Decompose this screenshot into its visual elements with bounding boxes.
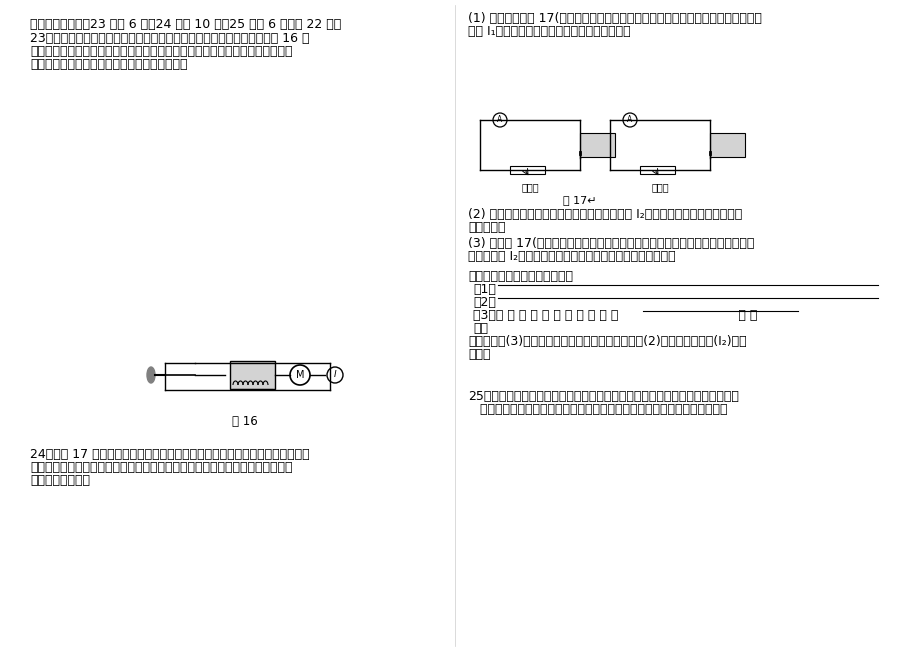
Text: 示，当驾驶员用钥匙接通仪器板上的开关，发动机工作，王宾思考了一会儿，就: 示，当驾驶员用钥匙接通仪器板上的开关，发动机工作，王宾思考了一会儿，就 <box>30 45 292 58</box>
Bar <box>640 166 675 174</box>
Text: 记为 I₁，发现电磁铁吸引住大头针的数目较少；: 记为 I₁，发现电磁铁吸引住大头针的数目较少； <box>468 25 630 38</box>
Text: 形相同的电磁铁磁性的强弱与通电电流的大小及线圈匝数的关系。他做了如下实: 形相同的电磁铁磁性的强弱与通电电流的大小及线圈匝数的关系。他做了如下实 <box>30 461 292 474</box>
Text: 数目增加；: 数目增加； <box>468 221 505 234</box>
Text: A: A <box>497 115 502 124</box>
Text: 相同？: 相同？ <box>468 348 490 361</box>
Text: （甲）: （甲） <box>521 182 539 192</box>
Text: 知道它的工作原理了。你知道它的工作原理吗？: 知道它的工作原理了。你知道它的工作原理吗？ <box>30 58 187 71</box>
Text: (2) 调整滑动变阻器滑片使电流表的示数增大到 I₂，发现电磁铁吸引住大头针的: (2) 调整滑动变阻器滑片使电流表的示数增大到 I₂，发现电磁铁吸引住大头针的 <box>468 208 742 221</box>
Text: （3）实 验 中 采 用 的 研 究 方 法 是                              法 和: （3）实 验 中 采 用 的 研 究 方 法 是 法 和 <box>472 309 756 322</box>
Text: 验，实验步骤为：: 验，实验步骤为： <box>30 474 90 487</box>
Bar <box>509 166 544 174</box>
Text: 生的感应电流的方向可能与磁场的方向有关，也可能与金属棒的运动方向有: 生的感应电流的方向可能与磁场的方向有关，也可能与金属棒的运动方向有 <box>468 403 727 416</box>
Text: （1）: （1） <box>472 283 495 296</box>
Text: A: A <box>627 115 632 124</box>
Text: 23．王宾对汽车启动很感兴趣，于是他，找来了汽车启动的原理图，如图 16 所: 23．王宾对汽车启动很感兴趣，于是他，找来了汽车启动的原理图，如图 16 所 <box>30 32 309 45</box>
Bar <box>230 361 275 389</box>
Text: 从以上实验我们得出的结论是：: 从以上实验我们得出的结论是： <box>468 270 573 283</box>
Circle shape <box>326 367 343 383</box>
Text: M: M <box>295 370 304 380</box>
Text: 24．如图 17 中的电磁铁为一个中间有抽头的电磁铁的示意图，小明为了研究外: 24．如图 17 中的电磁铁为一个中间有抽头的电磁铁的示意图，小明为了研究外 <box>30 448 310 461</box>
Text: 在实验步骤(3)中为什么要强调电流表的示数与步骤(2)中电流表的示数(I₂)保持: 在实验步骤(3)中为什么要强调电流表的示数与步骤(2)中电流表的示数(I₂)保持 <box>468 335 746 348</box>
Text: 图 16: 图 16 <box>232 415 257 428</box>
Text: 法。: 法。 <box>472 322 487 335</box>
Bar <box>709 133 744 157</box>
Text: (1) 先连接好如图 17(甲）所示的电路，调整滑动变阻器的滑片使电流表示数较小，: (1) 先连接好如图 17(甲）所示的电路，调整滑动变阻器的滑片使电流表示数较小… <box>468 12 761 25</box>
Text: （2）: （2） <box>472 296 495 309</box>
Text: 25、小芳在做探究感应电流方向与哪些因素有关时，猜想金属棒在磁场中运动产: 25、小芳在做探究感应电流方向与哪些因素有关时，猜想金属棒在磁场中运动产 <box>468 390 738 403</box>
Text: 四、实验探究题（23 小题 6 分，24 小题 10 分，25 小题 6 分，共 22 分）: 四、实验探究题（23 小题 6 分，24 小题 10 分，25 小题 6 分，共… <box>30 18 341 31</box>
Bar <box>579 133 614 157</box>
Text: （乙）: （乙） <box>651 182 668 192</box>
Text: 示数保持为 I₂，发现电磁铁吸引住大头针的数目进一步增加；: 示数保持为 I₂，发现电磁铁吸引住大头针的数目进一步增加； <box>468 250 675 263</box>
Text: I: I <box>334 370 336 380</box>
Text: (3) 再按图 17(乙）所示的电路图连接好电路，调整滑动变阻器的滑片使电流表的: (3) 再按图 17(乙）所示的电路图连接好电路，调整滑动变阻器的滑片使电流表的 <box>468 237 754 250</box>
Ellipse shape <box>147 367 154 383</box>
Circle shape <box>493 113 506 127</box>
Text: 图 17↵: 图 17↵ <box>562 195 596 205</box>
Circle shape <box>622 113 636 127</box>
Circle shape <box>289 365 310 385</box>
